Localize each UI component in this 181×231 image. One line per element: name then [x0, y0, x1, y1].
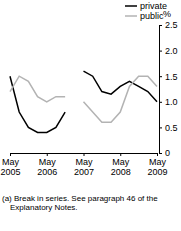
y-axis: 00.51.01.52.02.5 [159, 20, 178, 158]
legend: privatepublic [125, 1, 167, 21]
x-axis: May2005 May2006 May2007 May2008 May2009 [0, 153, 167, 177]
x-tick-mark [47, 153, 48, 156]
x-tick-mark [157, 153, 158, 156]
legend-swatch [125, 15, 137, 17]
x-tick-label: May2009 [147, 157, 167, 177]
x-tick: May2005 [0, 153, 20, 177]
y-tick-mark [159, 51, 162, 52]
y-tick-label: 2.5 [165, 20, 178, 30]
plot-area [10, 71, 157, 132]
x-axis-line [11, 154, 158, 157]
y-tick: 1.0 [159, 97, 178, 107]
x-tick-label: May2008 [111, 157, 131, 177]
x-tick-label: May2007 [74, 157, 94, 177]
series-line [10, 71, 157, 132]
y-tick-mark [159, 127, 162, 128]
series-line [10, 76, 157, 122]
y-tick-label: 1.5 [165, 72, 178, 82]
y-tick: 2.5 [159, 20, 178, 30]
y-tick-label: 1.0 [165, 97, 178, 107]
x-tick-mark [84, 153, 85, 156]
y-tick: 2.0 [159, 46, 178, 56]
y-tick-mark [159, 153, 162, 154]
x-tick-mark [10, 153, 11, 156]
y-tick-mark [159, 25, 162, 26]
legend-label: public [140, 11, 164, 21]
x-tick-label: May2006 [37, 157, 57, 177]
x-tick: May2006 [37, 153, 57, 177]
y-tick-mark [159, 76, 162, 77]
y-axis-line [160, 26, 163, 154]
legend-label: private [140, 1, 167, 11]
x-tick: May2007 [74, 153, 94, 177]
x-tick-mark [120, 153, 121, 156]
x-tick: May2008 [111, 153, 131, 177]
x-tick-label: May2005 [0, 157, 20, 177]
y-tick-mark [159, 102, 162, 103]
chart: 00.51.01.52.02.5%May2005May2006May2007Ma… [0, 0, 181, 231]
footnote: (a) Break in series. See paragraph 46 of… [2, 194, 158, 212]
x-tick: May2009 [147, 153, 167, 177]
y-tick-label: 2.0 [165, 46, 178, 56]
y-tick-label: 0.5 [165, 123, 178, 133]
y-tick: 0.5 [159, 123, 178, 133]
y-tick: 1.5 [159, 72, 178, 82]
legend-swatch [125, 5, 137, 7]
